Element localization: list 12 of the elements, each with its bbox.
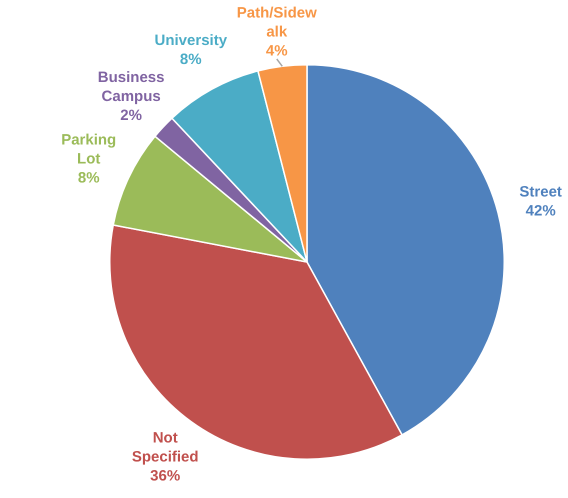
data-label: 8% bbox=[180, 51, 202, 68]
slice-label: Not Specified bbox=[132, 429, 199, 466]
data-label: 4% bbox=[266, 42, 288, 60]
data-label: 2% bbox=[120, 106, 142, 124]
data-label: 8% bbox=[78, 169, 100, 186]
data-label: 36% bbox=[150, 467, 180, 484]
slice-label: Parking Lot bbox=[61, 131, 116, 168]
slice-label: Business Campus bbox=[98, 68, 164, 105]
data-label: 42% bbox=[526, 202, 556, 220]
slice-label: Path/Sidewalk bbox=[236, 4, 318, 41]
slice-label: Street bbox=[519, 184, 562, 201]
slice-label: University bbox=[154, 32, 228, 50]
